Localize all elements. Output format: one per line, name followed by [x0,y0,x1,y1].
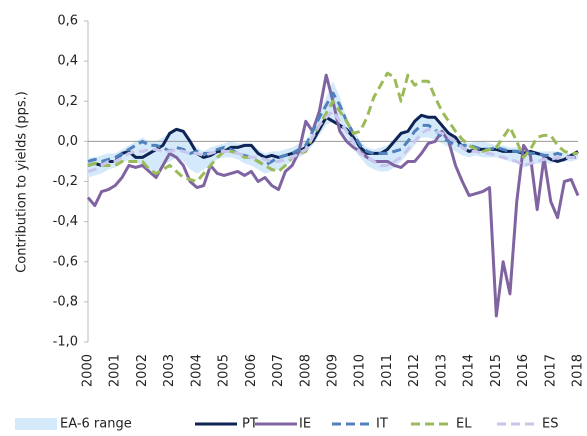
y-tick-label: 0,0 [57,134,78,149]
x-tick-label: 2008 [298,354,313,387]
y-tick-label: 0,6 [57,14,78,29]
x-tick-label: 2001 [108,354,123,387]
legend-label: IE [299,417,311,432]
x-tick-label: 2002 [135,354,150,387]
legend-swatch [15,418,57,430]
x-tick-label: 2003 [162,354,177,387]
y-tick-label: -0,2 [53,174,78,189]
y-axis-label: Contribution to yields (pps.) [15,91,30,273]
x-tick-label: 2009 [326,354,341,387]
legend-label: PT [242,417,258,432]
x-tick-label: 2010 [353,354,368,387]
x-tick-label: 2015 [489,354,504,387]
legend-label: ES [542,417,558,432]
y-tick-label: 0,2 [57,94,78,109]
x-tick-label: 2012 [407,354,422,387]
y-tick-label: 0,4 [57,54,78,69]
x-tick-label: 2014 [462,354,477,387]
x-tick-label: 2000 [81,354,96,387]
x-tick-label: 2017 [543,354,558,387]
legend-label: IT [376,417,388,432]
series-line [87,113,579,167]
x-tick-label: 2005 [217,354,232,387]
y-tick-label: -1,0 [53,335,78,350]
series-line [87,71,578,183]
x-tick-label: 2016 [516,354,531,387]
series-line [87,109,578,173]
x-tick-label: 2006 [244,354,259,387]
x-tick-label: 2007 [271,354,286,387]
y-tick-label: -0,8 [53,294,78,309]
x-tick-label: 2018 [571,354,586,387]
x-tick-label: 2013 [434,354,449,387]
legend-label: EA-6 range [60,417,132,432]
legend-label: EL [456,417,472,432]
y-tick-label: -0,6 [53,254,78,269]
y-tick-label: -0,4 [53,214,78,229]
x-tick-label: 2011 [380,354,395,387]
x-tick-label: 2004 [189,354,204,387]
